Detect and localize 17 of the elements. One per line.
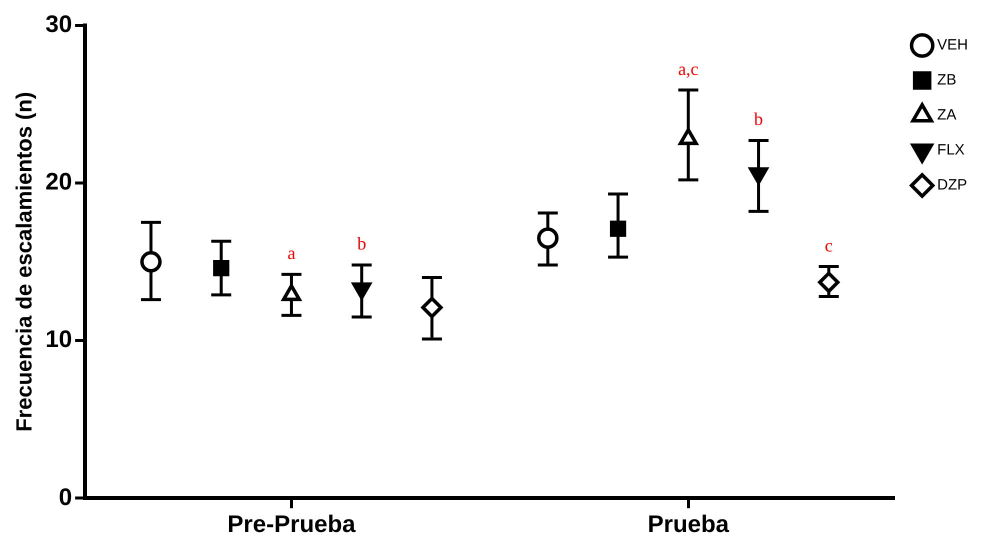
y-axis-title: Frecuencia de escalamientos (n) xyxy=(11,92,36,432)
data-label: b xyxy=(754,109,764,130)
y-tick-label: 30 xyxy=(45,11,72,38)
data-label: a,c xyxy=(678,58,699,79)
y-tick-label: 10 xyxy=(45,326,72,354)
y-tick-label: 20 xyxy=(45,168,72,196)
legend-label: DZP xyxy=(937,176,968,194)
y-tick-label: 0 xyxy=(58,484,72,511)
data-label: c xyxy=(824,235,833,256)
data-label: b xyxy=(357,234,366,254)
legend-label: ZB xyxy=(937,72,956,89)
legend-label: FLX xyxy=(937,142,965,159)
x-tick-label: Pre-Prueba xyxy=(227,511,356,538)
legend-label: ZA xyxy=(937,106,956,124)
x-tick-label: Prueba xyxy=(648,511,730,538)
data-label: a xyxy=(287,243,296,264)
legend-label: VEH xyxy=(937,36,968,54)
